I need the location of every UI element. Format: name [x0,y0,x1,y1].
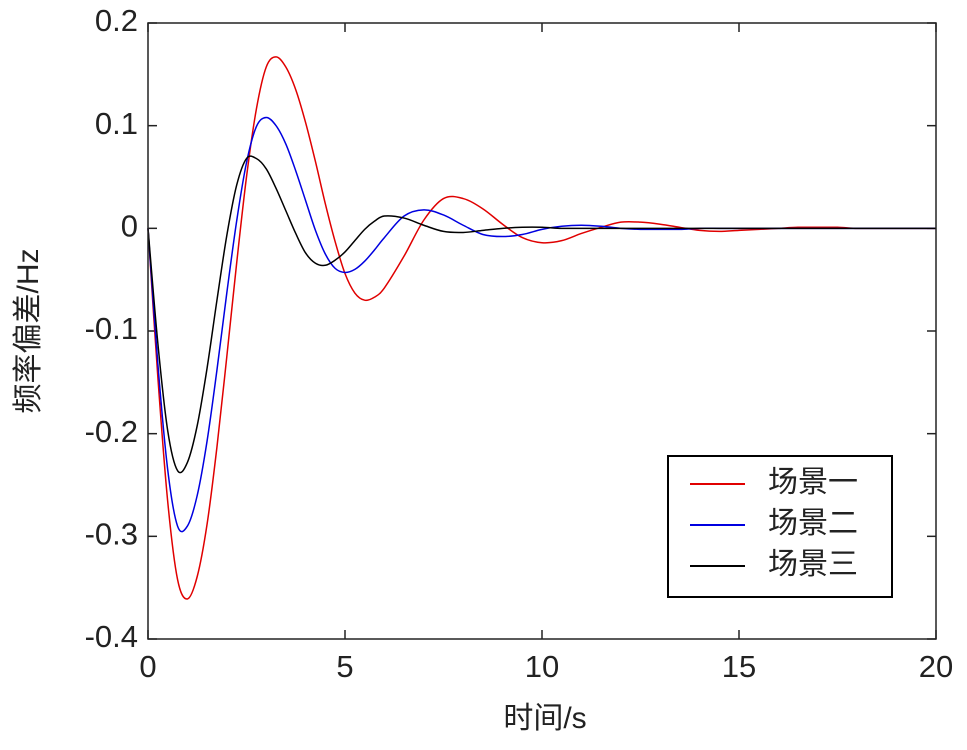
line-series [147,56,936,600]
y-tick-label: -0.4 [85,619,138,654]
legend-label: 场景三 [768,547,858,582]
x-tick-label: 20 [919,649,953,684]
x-tick-label: 15 [722,649,756,684]
x-tick-label: 5 [336,649,353,684]
plot-frame [147,22,937,640]
legend-label: 场景一 [768,465,858,500]
y-tick-label: 0.1 [95,106,138,141]
legend-label: 场景二 [768,506,858,541]
y-axis-label: 频率偏差/Hz [12,249,45,414]
y-tick-label: -0.2 [85,414,138,449]
legend-box [667,455,893,598]
y-tick-label: -0.1 [85,311,138,346]
y-tick-label: 0.2 [95,3,138,38]
line-series [147,155,936,474]
x-axis-label: 时间/s [503,702,586,735]
x-tick-label: 10 [525,649,559,684]
x-tick-label: 0 [139,649,156,684]
y-tick-label: -0.3 [85,517,138,552]
y-tick-label: 0 [121,209,138,244]
